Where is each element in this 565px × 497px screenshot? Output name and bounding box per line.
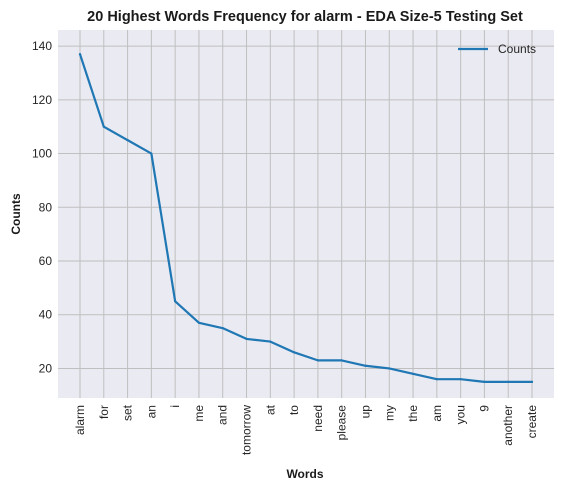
data-point-i [174, 300, 176, 302]
x-tick-label-the: the [406, 405, 420, 422]
x-tick-label-my: my [382, 405, 396, 421]
data-point-set [126, 139, 128, 141]
x-tick-label-me: me [192, 405, 206, 422]
x-tick-label-tomorrow: tomorrow [240, 405, 254, 455]
y-tick-label: 140 [32, 39, 52, 53]
data-point-and [222, 327, 224, 329]
data-point-my [388, 367, 390, 369]
data-point-me [198, 322, 200, 324]
x-tick-label-you: you [454, 405, 468, 424]
data-point-at [269, 340, 271, 342]
data-point-the [412, 373, 414, 375]
x-tick-label-need: need [311, 405, 325, 432]
data-point-tomorrow [245, 338, 247, 340]
x-tick-label-set: set [121, 404, 135, 421]
x-tick-label-am: am [430, 405, 444, 422]
x-axis-label: Words [286, 467, 323, 481]
x-tick-label-at: at [263, 404, 277, 415]
data-point-you [460, 378, 462, 380]
y-tick-label: 20 [39, 361, 53, 375]
data-point-alarm [79, 53, 81, 55]
y-axis-label: Counts [9, 193, 23, 235]
data-point-create [531, 381, 533, 383]
x-tick-label-i: i [168, 405, 182, 408]
data-point-am [436, 378, 438, 380]
data-point-need [317, 359, 319, 361]
y-tick-label: 60 [39, 254, 53, 268]
x-tick-label-up: up [358, 405, 372, 419]
x-tick-label-please: please [335, 405, 349, 441]
data-point-an [150, 152, 152, 154]
data-point-please [341, 359, 343, 361]
x-tick-label-for: for [97, 405, 111, 419]
y-tick-label: 100 [32, 147, 52, 161]
y-tick-label: 40 [39, 308, 53, 322]
x-tick-label-9: 9 [477, 405, 491, 412]
y-tick-label: 80 [39, 200, 53, 214]
x-tick-label-an: an [144, 405, 158, 418]
plot-area [58, 30, 554, 398]
data-point-9 [483, 381, 485, 383]
x-tick-label-and: and [216, 405, 230, 425]
data-point-up [364, 365, 366, 367]
legend-label-counts: Counts [498, 42, 536, 56]
data-point-to [293, 351, 295, 353]
chart-title: 20 Highest Words Frequency for alarm - E… [87, 9, 523, 25]
y-tick-label: 120 [32, 93, 52, 107]
x-tick-labels: alarm for set an i me and tomorrow at to need pleas… [73, 404, 539, 455]
x-tick-label-alarm: alarm [73, 405, 87, 435]
data-point-another [507, 381, 509, 383]
y-tick-labels: 20 40 60 80 100 120 140 [32, 39, 52, 375]
x-tick-label-another: another [501, 405, 515, 446]
data-point-for [103, 126, 105, 128]
x-tick-label-create: create [525, 405, 539, 439]
x-tick-label-to: to [287, 405, 301, 415]
